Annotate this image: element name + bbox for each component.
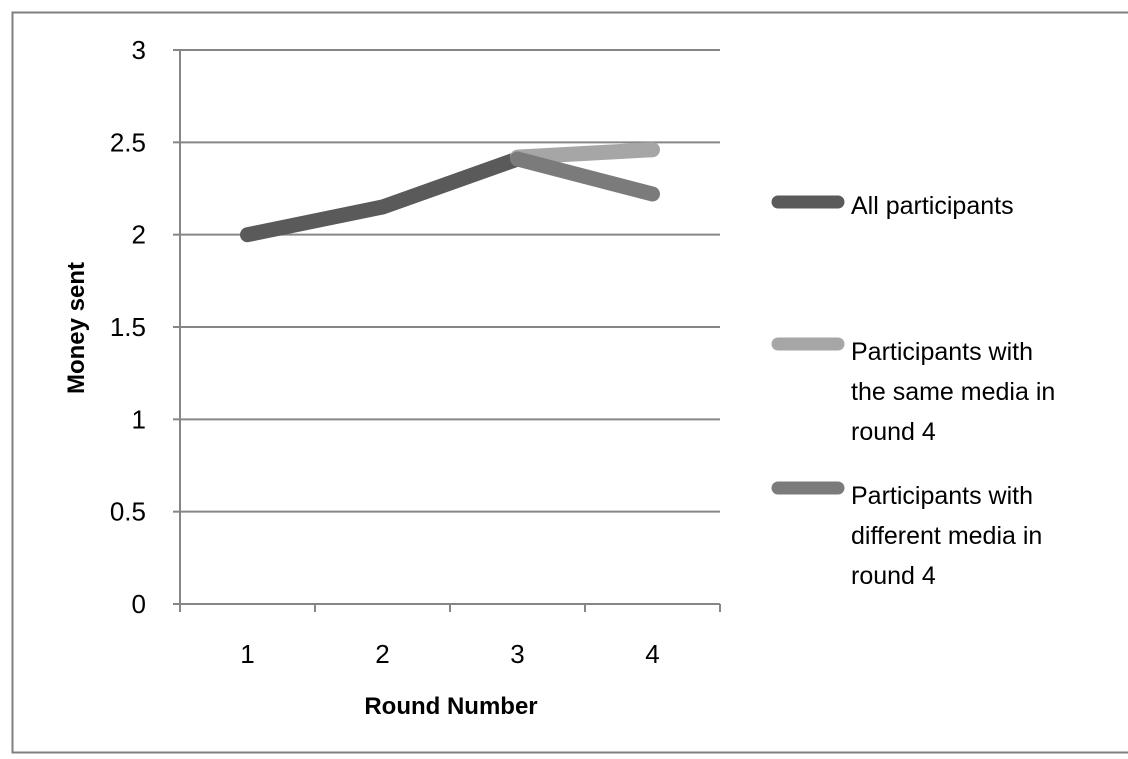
legend-label-2: Participants with <box>851 338 1033 366</box>
x-tick-label: 3 <box>510 639 524 669</box>
x-tick-label: 4 <box>645 639 659 669</box>
y-tick-label: 0.5 <box>110 497 146 527</box>
legend-label-2: the same media in <box>851 378 1055 406</box>
legend-label-3: round 4 <box>851 562 936 590</box>
legend-label-3: different media in <box>851 522 1042 550</box>
y-tick-label: 3 <box>132 35 146 65</box>
y-tick-label: 1.5 <box>110 312 146 342</box>
y-tick-label: 1 <box>132 404 146 434</box>
y-tick-label: 2 <box>132 220 146 250</box>
y-axis-title: Money sent <box>63 262 90 394</box>
series-line-2 <box>518 150 653 157</box>
y-tick-label: 0 <box>132 589 146 619</box>
legend-label-1: All participants <box>851 192 1014 220</box>
y-tick-label: 2.5 <box>110 127 146 157</box>
x-tick-label: 2 <box>375 639 389 669</box>
x-tick-label: 1 <box>240 639 254 669</box>
legend-label-3: Participants with <box>851 482 1033 510</box>
legend-label-2: round 4 <box>851 418 936 446</box>
x-axis-title: Round Number <box>364 693 537 720</box>
